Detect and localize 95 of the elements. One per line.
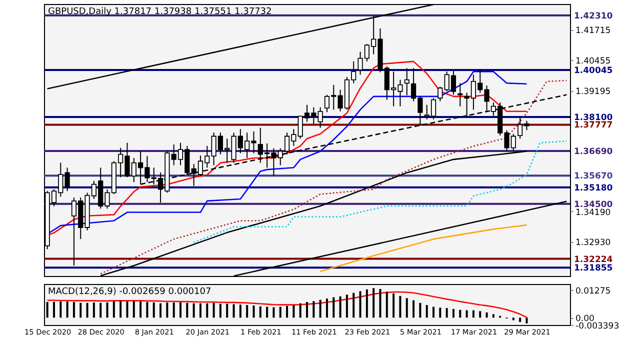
bar (439, 308, 442, 318)
bar (339, 296, 342, 318)
bar (92, 302, 95, 318)
bar (346, 294, 348, 318)
ref-line-label: 1.35670 (574, 172, 613, 182)
bar (112, 301, 115, 318)
line-series (193, 140, 568, 244)
bar (486, 312, 488, 318)
y-tick-label: 1.34190 (576, 208, 611, 218)
ref-line-label: 1.38100 (574, 112, 613, 123)
bar (146, 302, 148, 318)
bar (379, 288, 382, 318)
bar (519, 318, 522, 322)
y-tick-label: 0.01275 (576, 286, 611, 296)
y-tick-label: 1.40455 (576, 56, 611, 67)
ref-line-label: 1.40045 (574, 66, 613, 76)
line-series (320, 224, 528, 272)
bar (432, 306, 435, 318)
bar (140, 301, 142, 318)
annotation: GBPUSD,Daily 1.37817 1.37938 1.37551 1.37732 (48, 7, 272, 17)
bar (80, 302, 82, 318)
bar (199, 303, 202, 318)
bar (459, 310, 462, 318)
bar (166, 302, 168, 318)
bar (426, 305, 428, 318)
bar (272, 307, 275, 318)
bar (152, 302, 155, 318)
bar (226, 304, 228, 318)
candlestick (438, 86, 443, 102)
bar (526, 318, 528, 324)
line-series (100, 80, 568, 274)
bar (86, 302, 88, 318)
y-tick-label: -0.003393 (576, 322, 620, 332)
bar (219, 304, 222, 318)
candlestick (318, 106, 323, 128)
bar (60, 301, 62, 318)
bar (252, 305, 255, 318)
bar (412, 300, 415, 318)
bar (332, 297, 335, 318)
y-tick-label: 1.32930 (576, 238, 611, 248)
bar (386, 292, 388, 318)
ref-line-label: 1.35180 (574, 183, 613, 194)
bar (106, 302, 108, 318)
y-tick-label: 1.41715 (576, 26, 611, 36)
bar (132, 301, 135, 318)
bar (66, 301, 68, 318)
bar (72, 302, 75, 318)
bar (479, 311, 482, 318)
bar (326, 298, 328, 318)
bar (52, 302, 55, 318)
annotation: MACD(12,26,9) -0.002659 0.000107 (48, 287, 212, 297)
bar (406, 298, 408, 318)
bar (299, 303, 302, 318)
bar (312, 301, 315, 318)
bar (279, 306, 282, 318)
bar (452, 308, 454, 318)
ref-line-label: 1.37777 (574, 120, 613, 131)
ref-line-label: 1.32224 (574, 254, 613, 265)
bar (366, 289, 368, 318)
ref-line-label: 1.36690 (574, 146, 613, 157)
bar (192, 303, 195, 318)
candlestick (404, 68, 410, 96)
bar (239, 304, 242, 318)
bar (259, 306, 262, 318)
bar (292, 305, 295, 318)
bar (492, 314, 494, 318)
bar (472, 310, 474, 318)
y-tick-label: 1.39195 (576, 87, 611, 98)
bar (446, 308, 448, 318)
ref-line-label: 1.42310 (574, 11, 613, 22)
bar (512, 318, 514, 320)
candlestick (64, 167, 70, 192)
bar (319, 300, 322, 318)
bar (419, 302, 422, 318)
bar (352, 292, 355, 318)
bar (160, 303, 162, 318)
bar (399, 296, 402, 318)
bar (372, 288, 375, 318)
bar (286, 306, 288, 318)
ref-line-label: 1.31855 (574, 264, 613, 274)
bar (186, 302, 188, 318)
bar (266, 306, 268, 318)
bar (246, 305, 248, 318)
bar (392, 293, 395, 318)
bar (306, 302, 308, 318)
bar (359, 291, 362, 318)
bar (179, 302, 182, 318)
bar (206, 303, 208, 318)
bar (212, 302, 215, 318)
bar (120, 300, 122, 318)
bar (466, 310, 468, 318)
bar (172, 302, 175, 318)
bar (232, 304, 235, 318)
ref-line-label: 1.34500 (574, 200, 613, 210)
bar (100, 302, 102, 318)
